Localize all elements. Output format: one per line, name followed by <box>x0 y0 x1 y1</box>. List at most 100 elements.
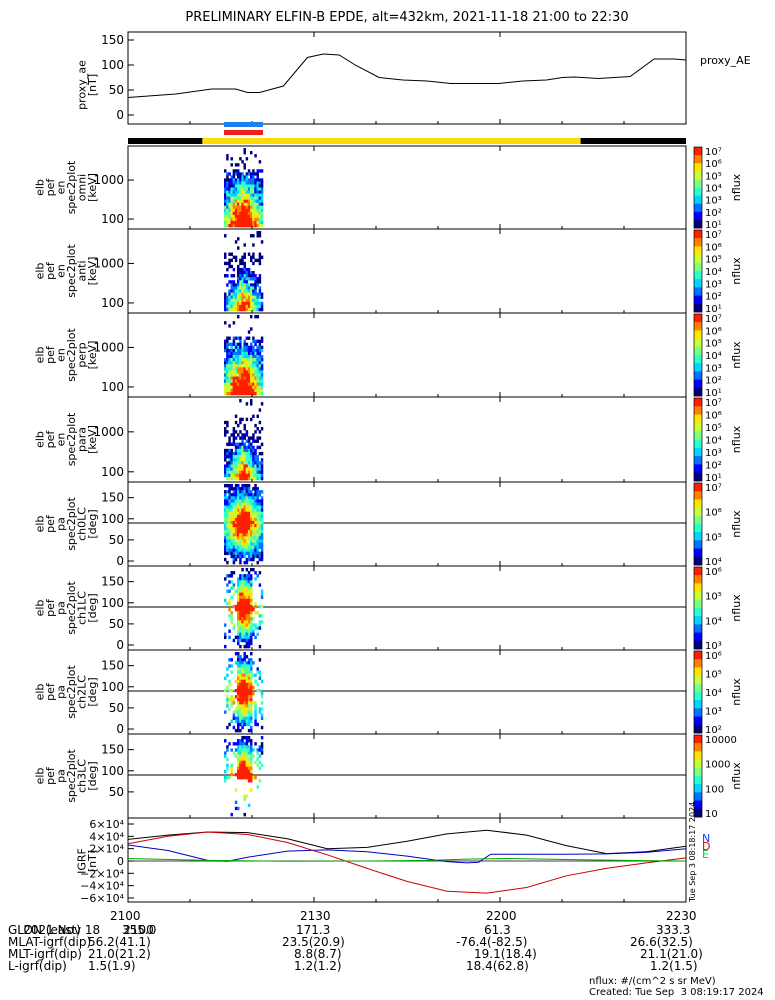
spectrogram-cell <box>243 797 246 801</box>
spectrogram-cell <box>226 199 229 203</box>
spectrogram-cell <box>245 178 249 182</box>
spectrogram-cell <box>247 530 251 534</box>
spectrogram-cell <box>250 151 253 155</box>
spectrogram-cell <box>254 713 257 717</box>
spectrogram-cell <box>239 704 242 708</box>
spectrogram-cell <box>239 536 242 540</box>
colorbar-segment <box>694 195 702 199</box>
spectrogram-cell <box>237 614 240 618</box>
spectrogram-cell <box>234 445 238 450</box>
spectrogram-cell <box>237 769 240 774</box>
spectrogram-cell <box>226 551 229 556</box>
colorbar-segment <box>694 324 702 327</box>
spectrogram-cell <box>254 760 257 764</box>
spectrogram-cell <box>250 517 253 522</box>
spectrogram-cell <box>230 448 233 453</box>
spectrogram-cell <box>226 187 229 191</box>
spectrogram-cell <box>245 502 249 506</box>
spectrogram-cell <box>258 511 262 516</box>
colorbar-segment <box>694 737 702 740</box>
spectrogram-cell <box>237 533 240 537</box>
spectrogram-cell <box>243 289 246 293</box>
spectrogram-cell <box>243 629 246 633</box>
spectrogram-cell <box>254 307 257 312</box>
spectrogram-cell <box>245 757 249 761</box>
spectrogram-cell <box>234 289 238 293</box>
spectrogram-cell <box>254 623 257 627</box>
spectrogram-cell <box>228 682 231 687</box>
spectrogram-cell <box>224 205 227 210</box>
spectrogram-cell <box>245 629 249 633</box>
spectrogram-cell <box>226 283 229 287</box>
spectrogram-cell <box>239 205 242 210</box>
spectrogram-cell <box>250 601 253 606</box>
spectrogram-cell <box>252 196 255 200</box>
spectrogram-cell <box>226 673 229 677</box>
colorbar-tick-label: 10⁵ <box>705 592 722 603</box>
spectrogram-cell <box>232 713 236 717</box>
colorbar-segment <box>694 418 702 422</box>
y-tick-label: 100 <box>101 380 124 394</box>
spectrogram-cell <box>247 620 251 624</box>
spectrogram-cell <box>224 505 227 509</box>
spectrogram-cell <box>247 514 251 519</box>
spectrogram-cell <box>241 461 244 465</box>
spectrogram-cell <box>254 548 257 552</box>
spectrogram-cell <box>239 601 242 606</box>
spectrogram-cell <box>232 379 236 383</box>
spectrogram-cell <box>247 277 251 281</box>
spectrogram-cell <box>224 274 227 278</box>
colorbar-segment <box>694 157 702 160</box>
spectrogram-cell <box>230 382 233 387</box>
spectrogram-cell <box>245 685 249 690</box>
spectrogram-cell <box>258 211 262 216</box>
spectrogram-cell <box>247 667 251 671</box>
ylabel-line: en <box>55 181 68 195</box>
spectrogram-cell <box>234 442 238 447</box>
ylabel-line: ch3LC <box>76 759 89 793</box>
colorbar-tick-label: 10⁷ <box>705 230 722 241</box>
spectrogram-cell <box>258 231 262 235</box>
spectrogram-cell <box>256 304 259 309</box>
spectrogram-cell <box>226 476 229 481</box>
spectrogram-cell <box>226 307 229 312</box>
spectrogram-cell <box>256 280 259 284</box>
spectrogram-cell <box>247 533 251 537</box>
spectrogram-cell <box>226 220 229 225</box>
spectrogram-cell <box>243 608 246 612</box>
spectrogram-cell <box>252 261 255 266</box>
spectrogram-cell <box>250 769 253 774</box>
spectrogram-cell <box>243 427 246 431</box>
colorbar-segment <box>694 589 702 592</box>
colorbar-segment <box>694 167 702 170</box>
ylabel-line: para <box>76 427 89 452</box>
spectrogram-cell <box>224 169 227 173</box>
spectrogram-cell <box>239 608 242 612</box>
spectrogram-cell <box>256 205 259 210</box>
spectrogram-cell <box>254 742 257 746</box>
spectrogram-cell <box>256 199 259 203</box>
spectrogram-cell <box>254 458 257 462</box>
spectrogram-cell <box>247 739 251 743</box>
spectrogram-cell <box>234 370 238 374</box>
colorbar-segment <box>694 289 702 292</box>
spectrogram-cell <box>232 430 236 434</box>
spectrogram-cell <box>247 710 251 714</box>
spectrogram-cell <box>232 286 236 290</box>
colorbar-segment <box>694 499 702 502</box>
spectrogram-cell <box>226 184 229 188</box>
spectrogram-cell <box>254 511 257 516</box>
spectrogram-cell <box>250 205 253 210</box>
spectrogram-cell <box>254 358 257 362</box>
spectrogram-cell <box>252 505 255 509</box>
spectrogram-cell <box>230 458 233 462</box>
spectrogram-cell <box>254 484 257 488</box>
spectrogram-cell <box>258 190 262 194</box>
spectrogram-cell <box>250 271 253 275</box>
spectrogram-cell <box>224 511 227 516</box>
spectrogram-cell <box>247 502 251 506</box>
spectrogram-cell <box>224 451 227 456</box>
spectrogram-cell <box>256 464 259 468</box>
spectrogram-cell <box>258 551 262 556</box>
